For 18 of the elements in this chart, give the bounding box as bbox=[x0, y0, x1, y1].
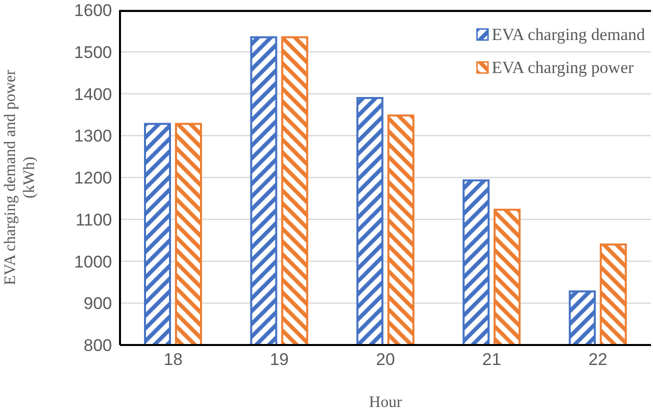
legend-label: EVA charging demand bbox=[492, 24, 645, 46]
x-tick-label: 19 bbox=[270, 350, 289, 370]
x-tick-label: 21 bbox=[482, 350, 502, 370]
y-tick-label: 800 bbox=[84, 336, 112, 356]
y-tick-label: 1100 bbox=[75, 210, 112, 230]
y-tick-label: 1300 bbox=[74, 126, 112, 146]
x-axis-title: Hour bbox=[369, 394, 403, 411]
legend-label: EVA charging power bbox=[492, 57, 634, 79]
y-tick-label: 900 bbox=[84, 294, 112, 314]
y-axis-title: EVA charging demand and power (kWh) bbox=[2, 69, 38, 286]
y-tick-label: 1500 bbox=[74, 42, 112, 62]
y-tick-label: 1000 bbox=[74, 252, 112, 272]
y-tick-label: 1600 bbox=[74, 1, 112, 20]
x-tick-label: 20 bbox=[376, 350, 395, 370]
y-tick-label: 1200 bbox=[74, 168, 112, 188]
x-tick-label: 18 bbox=[164, 350, 183, 370]
y-tick-label: 1400 bbox=[74, 84, 112, 104]
x-tick-label: 22 bbox=[588, 350, 608, 370]
